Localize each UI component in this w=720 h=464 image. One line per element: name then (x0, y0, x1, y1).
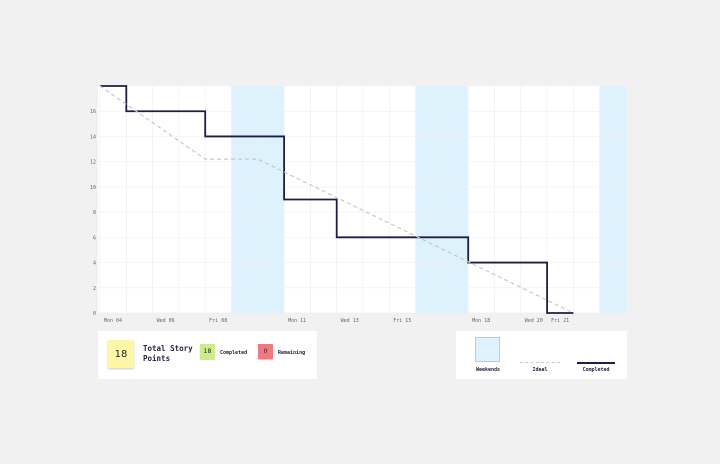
plot-background (98, 86, 627, 313)
x-tick-label: Fri 21 (551, 318, 569, 324)
total-story-points-label: Total Story Points (143, 344, 193, 363)
remaining-note: 0 (258, 344, 273, 359)
x-tick-label: Mon 11 (288, 318, 306, 324)
completed-note: 18 (200, 344, 215, 359)
x-tick-label: Mon 04 (104, 318, 122, 324)
y-tick-label: 10 (90, 185, 96, 191)
y-tick-label: 12 (90, 160, 96, 166)
series-lines (99, 85, 574, 314)
y-tick-label: 2 (93, 286, 96, 292)
legend-weekend-swatch (475, 337, 500, 362)
y-tick-label: 0 (93, 311, 96, 317)
weekend-band (599, 86, 627, 313)
ideal-line (99, 85, 574, 314)
x-tick-label: Wed 13 (341, 318, 359, 324)
completed-label: Completed (220, 350, 248, 356)
y-tick-label: 4 (93, 261, 96, 267)
legend-completed-line (577, 362, 615, 364)
x-tick-label: Wed 06 (157, 318, 175, 324)
y-tick-label: 6 (93, 235, 96, 241)
burndown-chart: 0 2 4 6 8 10 12 14 16 Mon 04 Wed 06 Fri 08 Mon 11 We… (90, 85, 627, 324)
legend-ideal-line (520, 362, 560, 363)
completed-line (100, 85, 574, 314)
y-axis-ticks: 0 2 4 6 8 10 12 14 16 (90, 109, 96, 317)
legend-weekends-label: Weekends (475, 367, 501, 373)
y-tick-label: 16 (90, 109, 96, 115)
y-tick-label: 8 (93, 210, 96, 216)
legend-completed-label: Completed (582, 367, 610, 373)
summary-card: 18 Total Story Points 18 Completed 0 Rem… (98, 331, 317, 379)
x-tick-label: Fri 15 (393, 318, 411, 324)
y-tick-label: 14 (90, 134, 96, 140)
legend-ideal-label: Ideal (532, 367, 548, 373)
total-story-points-note: 18 (108, 340, 134, 368)
x-tick-label: Wed 20 (525, 318, 543, 324)
x-tick-label: Fri 08 (209, 318, 227, 324)
legend-card: Weekends Ideal Completed (456, 331, 627, 379)
x-tick-label: Mon 18 (472, 318, 490, 324)
x-axis-ticks: Mon 04 Wed 06 Fri 08 Mon 11 Wed 13 Fri 15 Mon … (104, 318, 569, 324)
remaining-label: Remaining (278, 350, 306, 356)
